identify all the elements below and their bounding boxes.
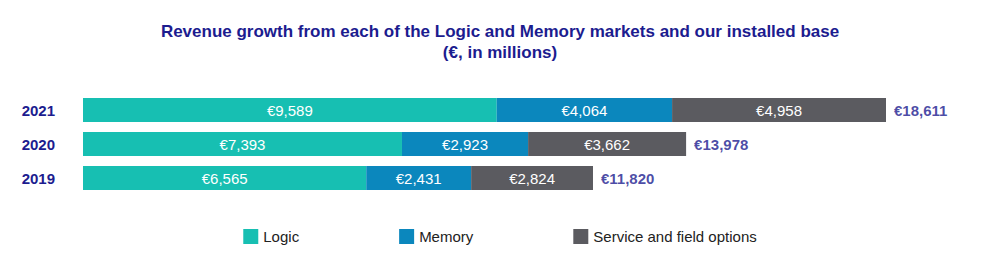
svg-text:€9,589: €9,589 [267, 102, 313, 119]
svg-text:Logic: Logic [263, 228, 299, 245]
svg-text:€11,820: €11,820 [601, 170, 654, 187]
svg-text:2019: 2019 [22, 170, 55, 187]
svg-text:€2,824: €2,824 [509, 170, 555, 187]
svg-text:2021: 2021 [22, 102, 55, 119]
svg-text:€4,064: €4,064 [561, 102, 607, 119]
svg-text:€6,565: €6,565 [202, 170, 248, 187]
svg-text:€7,393: €7,393 [220, 136, 266, 153]
svg-text:Revenue growth from each of th: Revenue growth from each of the Logic an… [161, 22, 839, 41]
svg-text:€2,431: €2,431 [396, 170, 442, 187]
svg-text:€13,978: €13,978 [694, 136, 748, 153]
svg-text:2020: 2020 [22, 136, 55, 153]
svg-text:€4,958: €4,958 [756, 102, 802, 119]
svg-text:€3,662: €3,662 [584, 136, 630, 153]
svg-text:Service and field options: Service and field options [593, 228, 756, 245]
svg-text:(€, in millions): (€, in millions) [443, 43, 557, 62]
svg-text:€18,611: €18,611 [894, 102, 947, 119]
svg-text:€2,923: €2,923 [442, 136, 488, 153]
svg-text:Memory: Memory [419, 228, 474, 245]
